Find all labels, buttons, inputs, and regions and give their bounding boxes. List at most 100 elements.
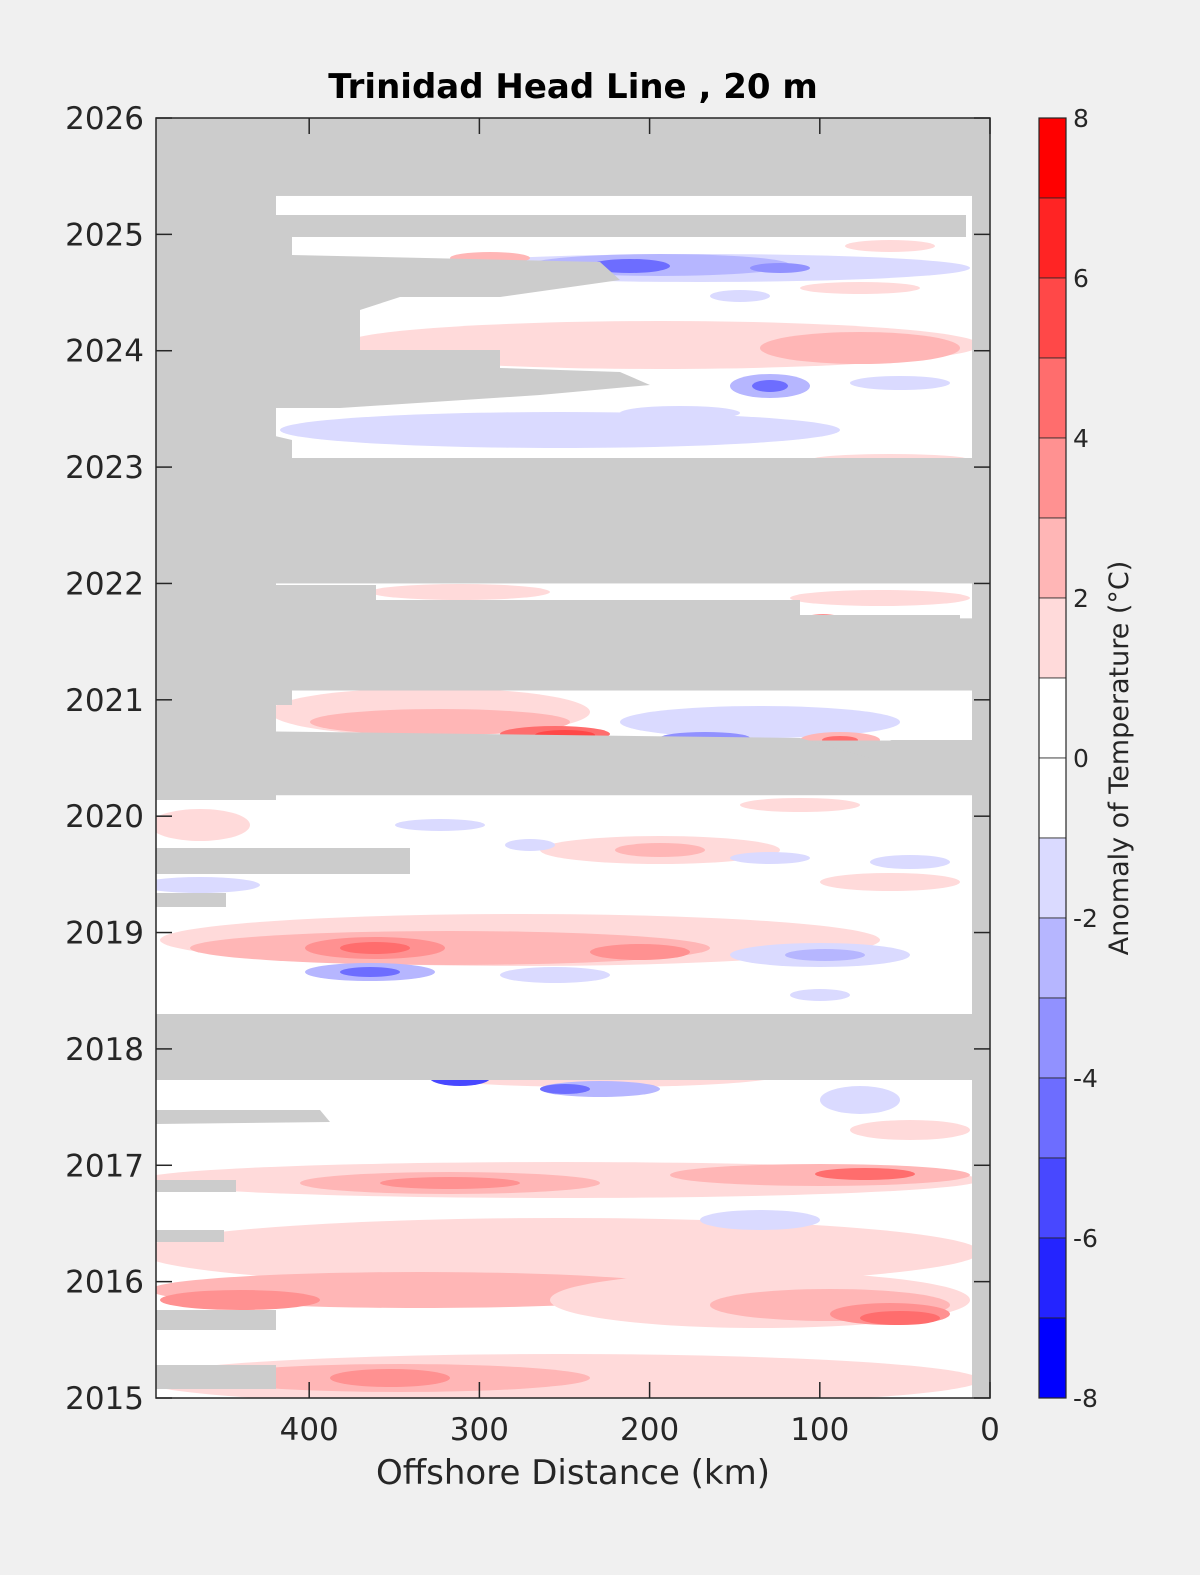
colorbar-swatch (1038, 197, 1067, 279)
colorbar-tick-label: 4 (1073, 424, 1089, 453)
x-tick-label: 100 (790, 1412, 849, 1448)
colorbar-tick-label: 8 (1073, 104, 1089, 133)
anomaly-blob (785, 949, 865, 961)
colorbar-swatch (1038, 677, 1067, 759)
colorbar-label: Anomaly of Temperature (°C) (1104, 561, 1135, 956)
no-data-period (156, 118, 990, 196)
anomaly-blob (310, 709, 570, 735)
anomaly-blob (340, 942, 410, 954)
colorbar-swatch (1038, 1237, 1067, 1319)
colorbar-swatch (1038, 597, 1067, 679)
no-data-region (156, 848, 410, 874)
colorbar: 8 6 4 2 0 -2 -4 -6 -8 (1038, 104, 1098, 1413)
no-data-region (156, 1180, 236, 1192)
anomaly-blob (156, 1218, 980, 1286)
no-data-region (258, 408, 292, 458)
y-tick-label: 2019 (65, 916, 144, 952)
no-data-region (156, 1365, 276, 1389)
no-data-region (276, 297, 400, 310)
colorbar-swatch (1038, 1317, 1067, 1399)
no-data-region (276, 215, 966, 237)
colorbar-tick-label: 0 (1073, 744, 1089, 773)
anomaly-blob (615, 843, 705, 857)
colorbar-swatch (1038, 1157, 1067, 1239)
anomaly-blob (845, 240, 935, 252)
x-axis-label: Offshore Distance (km) (376, 1453, 770, 1493)
anomaly-blob (190, 931, 710, 965)
no-data-region (156, 1058, 976, 1080)
colorbar-swatch (1038, 1077, 1067, 1159)
anomaly-blob (850, 1120, 970, 1140)
colorbar-swatch (1038, 757, 1067, 839)
y-tick-label: 2022 (65, 566, 144, 602)
anomaly-blob (790, 989, 850, 1001)
anomaly-blob (820, 1086, 900, 1114)
y-tick-label: 2023 (65, 450, 144, 486)
colorbar-swatch (1038, 517, 1067, 599)
anomaly-blob (752, 380, 788, 392)
colorbar-swatch (1038, 917, 1067, 999)
anomaly-blob (620, 406, 740, 420)
no-data-region (890, 740, 972, 790)
x-tick-label: 400 (280, 1412, 339, 1448)
colorbar-swatch (1038, 997, 1067, 1079)
no-data-region (972, 118, 990, 1398)
anomaly-blob (160, 1290, 320, 1310)
anomaly-blob (380, 1177, 520, 1189)
anomaly-blob (750, 263, 810, 273)
y-tick-label: 2025 (65, 217, 144, 253)
y-tick-label: 2021 (65, 683, 144, 719)
anomaly-blob (620, 706, 900, 738)
no-data-region (276, 458, 976, 462)
anomaly-blob (280, 412, 840, 448)
y-tick-label: 2024 (65, 334, 144, 370)
anomaly-bands (156, 240, 980, 1398)
anomaly-blob (740, 798, 860, 812)
colorbar-tick-label: -4 (1073, 1064, 1098, 1093)
anomaly-blob (790, 590, 970, 606)
chart-title: Trinidad Head Line , 20 m (328, 67, 818, 107)
no-data-region (276, 237, 292, 297)
no-data-region (156, 690, 292, 730)
x-tick-label: 0 (980, 1412, 1000, 1448)
y-tick-label: 2017 (65, 1148, 144, 1184)
colorbar-tick-label: -6 (1073, 1224, 1098, 1253)
no-data-region (276, 310, 650, 408)
y-tick-label: 2018 (65, 1032, 144, 1068)
colorbar-swatch (1038, 277, 1067, 359)
colorbar-swatch (1038, 357, 1067, 439)
anomaly-blob (505, 839, 555, 851)
anomaly-blob (540, 1084, 590, 1094)
y-tick-label: 2016 (65, 1265, 144, 1301)
no-data-region (156, 1110, 330, 1124)
colorbar-swatch (1038, 437, 1067, 519)
plot-frame (155, 117, 991, 1399)
no-data-region (156, 585, 960, 630)
no-data-region (292, 255, 620, 297)
anomaly-blob (820, 873, 960, 891)
colorbar-tick-label: 6 (1073, 264, 1089, 293)
y-tick-label: 2015 (65, 1381, 144, 1417)
anomaly-blob (815, 1168, 915, 1180)
anomaly-blob (700, 1210, 820, 1230)
x-tick-label: 300 (450, 1412, 509, 1448)
anomaly-blob (710, 290, 770, 302)
anomaly-blob (340, 967, 400, 977)
no-data-period (156, 461, 990, 584)
colorbar-tick-label: 2 (1073, 584, 1089, 613)
anomaly-blob (870, 855, 950, 869)
y-tick-label: 2020 (65, 799, 144, 835)
no-data-region (156, 730, 870, 795)
colorbar-tick-label: -8 (1073, 1384, 1098, 1413)
anomaly-blob (500, 967, 610, 983)
y-axis: 2015 2016 2017 2018 2019 2020 2021 2022 2023 2024… (65, 101, 990, 1417)
colorbar-frame (1038, 117, 1067, 1399)
no-data-region (156, 1230, 224, 1242)
anomaly-blob (860, 1311, 940, 1325)
anomaly-blob (156, 809, 250, 841)
anomaly-blob (590, 944, 690, 960)
x-axis: 400 300 200 100 0 (280, 118, 1000, 1448)
anomaly-blob (370, 584, 550, 600)
no-data-region (156, 1310, 276, 1330)
